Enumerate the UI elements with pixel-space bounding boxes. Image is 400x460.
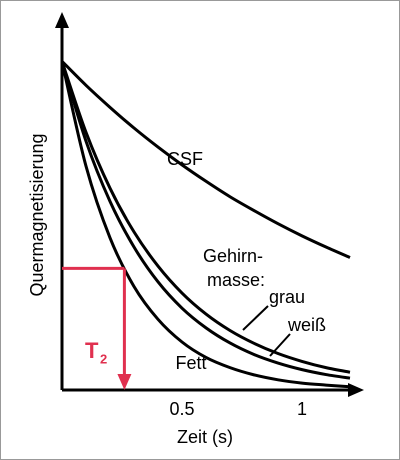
label-pointer (242, 305, 269, 331)
t2-arrow (117, 374, 132, 390)
x-tick-label: 1 (297, 399, 307, 419)
curve-label: Fett (175, 353, 206, 373)
x-tick-label: 0.5 (169, 399, 194, 419)
curve (60, 60, 351, 374)
curve-label: CSF (167, 149, 203, 169)
x-axis-arrow (348, 383, 364, 397)
t2-subscript: 2 (100, 351, 107, 366)
t2-label: T (85, 338, 99, 363)
group-label: Gehirn- (203, 246, 263, 266)
curve-label: grau (269, 287, 305, 307)
y-axis-label: Quermagnetisierung (27, 133, 47, 296)
y-axis-arrow (55, 12, 69, 28)
x-axis-label: Zeit (s) (177, 427, 233, 447)
curve (60, 60, 351, 380)
curve-label: weiß (287, 315, 326, 335)
curve (60, 60, 351, 389)
curve (60, 60, 351, 259)
group-label: masse: (207, 270, 265, 290)
